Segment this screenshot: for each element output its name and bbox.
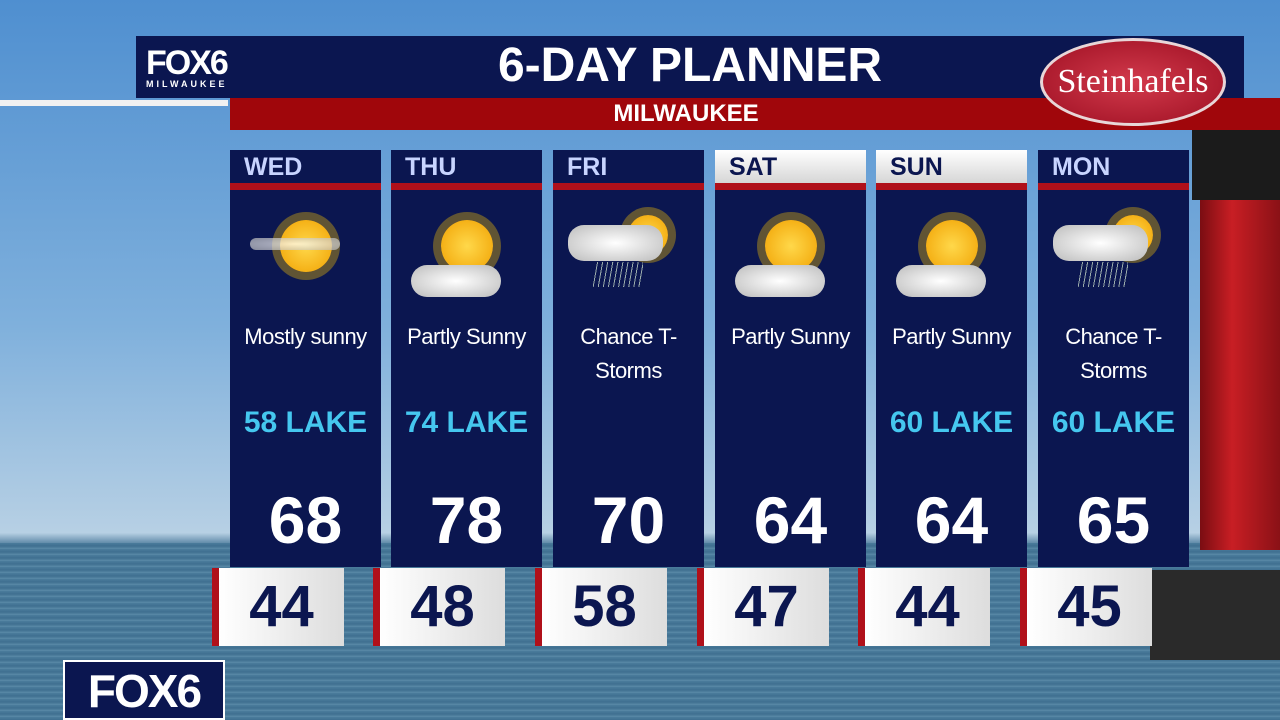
lighthouse — [1200, 130, 1280, 550]
day-column-wed: WED Mostly sunny 58 LAKE 68 — [230, 150, 381, 567]
condition: Chance T-Storms — [1065, 324, 1162, 383]
day-header: WED — [230, 150, 381, 190]
low-temp: 47 — [697, 568, 829, 646]
condition: Partly Sunny — [407, 324, 526, 349]
sponsor-logo: Steinhafels — [1040, 38, 1226, 126]
low-temp: 44 — [212, 568, 344, 646]
high-temp: 68 — [268, 483, 343, 557]
day-header: SAT — [715, 150, 866, 190]
lake-temp: 60 LAKE — [889, 406, 1014, 439]
day-header: MON — [1038, 150, 1189, 190]
condition: Partly Sunny — [731, 324, 850, 349]
day-column-sun: SUN Partly Sunny 60 LAKE 64 — [876, 150, 1027, 567]
lake-temp: 58 LAKE — [243, 406, 368, 439]
day-header: THU — [391, 150, 542, 190]
day-column-thu: THU Partly Sunny 74 LAKE 78 — [391, 150, 542, 567]
thunderstorm-icon — [1038, 190, 1189, 320]
condition: Partly Sunny — [892, 324, 1011, 349]
pier — [1150, 570, 1280, 660]
low-temp: 58 — [535, 568, 667, 646]
condition: Chance T-Storms — [580, 324, 677, 383]
high-temp: 64 — [753, 483, 828, 557]
day-column-sat: SAT Partly Sunny 64 — [715, 150, 866, 567]
fox6-bug-logo: FOX6 — [63, 660, 225, 720]
high-temp: 64 — [914, 483, 989, 557]
day-header: FRI — [553, 150, 704, 190]
day-header: SUN — [876, 150, 1027, 190]
low-temp: 48 — [373, 568, 505, 646]
logo-text: FOX6 — [146, 44, 229, 82]
partly-sunny-icon — [715, 190, 866, 320]
condition: Mostly sunny — [244, 324, 367, 349]
lake-temp: 74 LAKE — [404, 406, 529, 439]
day-column-fri: FRI Chance T-Storms 70 — [553, 150, 704, 567]
thunderstorm-icon — [553, 190, 704, 320]
day-column-mon: MON Chance T-Storms 60 LAKE 65 — [1038, 150, 1189, 567]
lake-temp: 60 LAKE — [1051, 406, 1176, 439]
low-temp: 44 — [858, 568, 990, 646]
partly-sunny-icon — [391, 190, 542, 320]
sun-haze-icon — [230, 190, 381, 320]
high-temp: 65 — [1076, 483, 1151, 557]
city-label: MILWAUKEE — [613, 100, 759, 127]
divider — [0, 100, 228, 106]
fox6-logo: FOX6 MILWAUKEE — [146, 44, 229, 89]
page-title: 6-DAY PLANNER — [497, 39, 883, 92]
low-temp: 45 — [1020, 568, 1152, 646]
partly-sunny-icon — [876, 190, 1027, 320]
logo-subtext: MILWAUKEE — [146, 79, 228, 89]
high-temp: 78 — [429, 483, 504, 557]
high-temp: 70 — [591, 483, 666, 557]
